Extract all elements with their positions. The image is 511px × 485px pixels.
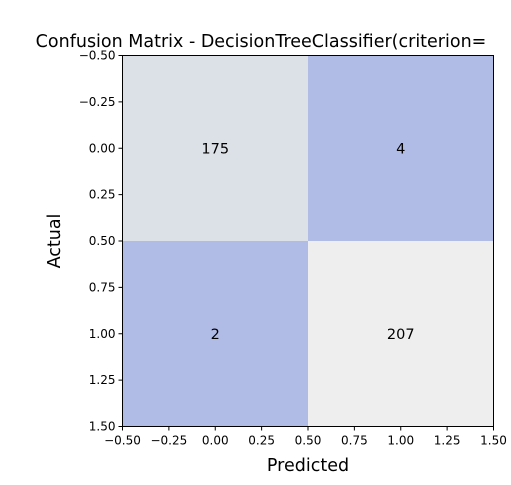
y-axis-ticks: −0.50 −0.25 0.00 0.25 0.50 0.75 1.00 1.25 1.50 (79, 49, 123, 434)
cell-value-1-0: 2 (211, 327, 220, 343)
x-axis-ticks: −0.50 −0.25 0.00 0.25 0.50 0.75 1.00 1.25 1.50 (104, 427, 507, 448)
x-tick-label: 1.00 (387, 434, 414, 448)
y-tick-label: 1.00 (89, 327, 116, 341)
y-tick-label: −0.25 (79, 95, 116, 109)
heatmap-cells (123, 56, 494, 427)
cell-value-1-1: 207 (387, 327, 415, 343)
x-tick-label: 0.75 (341, 434, 368, 448)
x-tick-label: 0.50 (295, 434, 322, 448)
x-tick-label: 0.25 (248, 434, 275, 448)
x-tick-label: 0.00 (202, 434, 229, 448)
y-tick-label: 0.00 (89, 141, 116, 155)
y-axis-title: Actual (45, 214, 65, 269)
x-axis-title: Predicted (267, 456, 349, 476)
y-tick-label: 0.75 (89, 280, 116, 294)
y-tick-label: 1.50 (89, 420, 116, 434)
cell-value-0-1: 4 (396, 141, 405, 157)
y-tick-label: 0.25 (89, 188, 116, 202)
x-tick-label: 1.50 (480, 434, 507, 448)
x-tick-label: −0.50 (104, 434, 141, 448)
x-tick-label: 1.25 (434, 434, 461, 448)
y-tick-label: 1.25 (89, 373, 116, 387)
x-tick-label: −0.25 (150, 434, 187, 448)
cell-value-0-0: 175 (201, 141, 229, 157)
y-tick-label: 0.50 (89, 234, 116, 248)
y-tick-label: −0.50 (79, 49, 116, 63)
